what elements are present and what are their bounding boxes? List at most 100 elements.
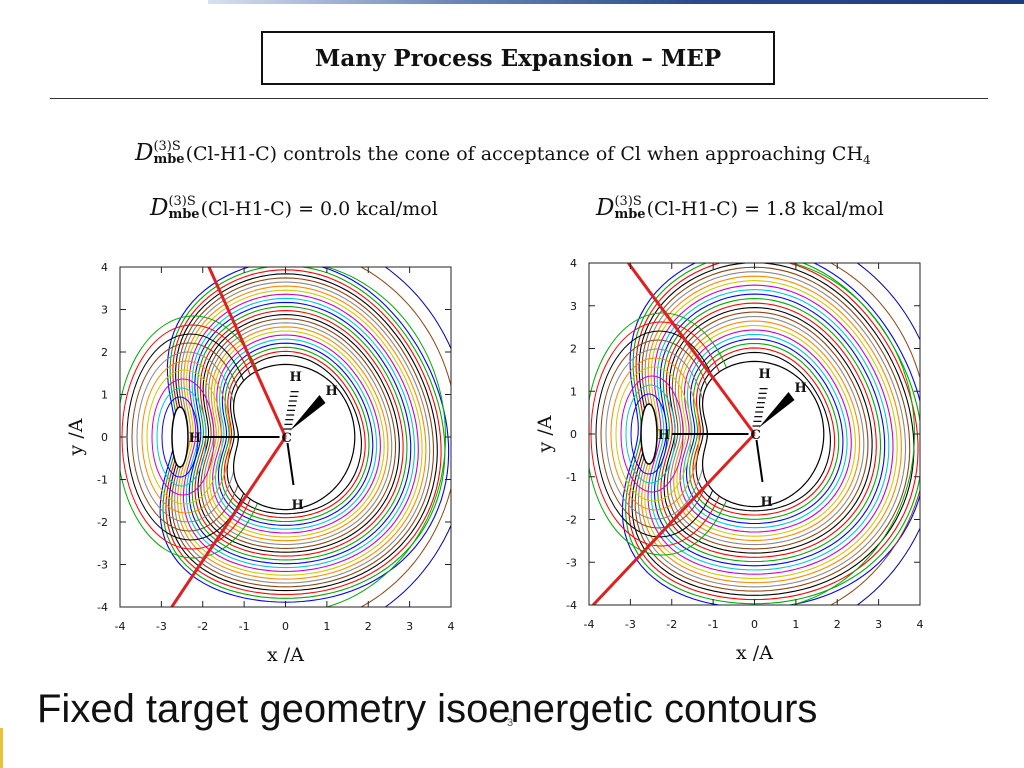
- statement-text: (Cl-H1-C) controls the cone of acceptanc…: [185, 143, 864, 165]
- top-accent-bar: [208, 0, 1024, 4]
- contour-ring: [177, 285, 427, 580]
- title-rule: [50, 98, 988, 99]
- y-tick-label: -3: [566, 556, 577, 569]
- y-axis-title: y /A: [534, 415, 556, 453]
- y-tick-label: -2: [566, 514, 577, 527]
- left-panel-caption: D (3)S mbe (Cl-H1-C) = 0.0 kcal/mol: [150, 195, 438, 223]
- x-tick-label: 1: [792, 618, 799, 631]
- y-tick-label: 4: [570, 257, 577, 270]
- y-tick-label: 2: [101, 346, 108, 359]
- page-number: 3: [507, 717, 514, 729]
- cone-line-lower: [170, 436, 287, 607]
- well-core-contour: [640, 403, 658, 465]
- footer-caption: Fixed target geometry isoenergetic conto…: [37, 687, 818, 731]
- contour-ring: [644, 280, 898, 579]
- contour-ring: [647, 284, 894, 575]
- contour-ring: [182, 293, 419, 572]
- well-contour: [630, 393, 668, 475]
- x-axis-title: x /A: [736, 642, 773, 664]
- x-axis-title: x /A: [267, 644, 304, 666]
- y-tick-label: -4: [97, 601, 108, 614]
- y-tick-label: 0: [101, 431, 108, 444]
- y-tick-label: 2: [570, 343, 577, 356]
- slide-title: Many Process Expansion – MEP: [261, 31, 775, 85]
- left-caption-sub: mbe: [168, 207, 200, 222]
- bond-h-bottom: [755, 439, 764, 483]
- contour-group: [589, 263, 920, 605]
- atom-h-wedge: H: [795, 381, 807, 396]
- statement-d-symbol: D: [135, 140, 154, 166]
- atom-h-top: H: [290, 370, 302, 385]
- statement-sub: mbe: [153, 152, 185, 167]
- x-tick-label: -3: [156, 620, 167, 633]
- y-tick-label: 4: [101, 261, 108, 274]
- y-axis-title: y /A: [65, 418, 87, 456]
- contour-ring: [653, 293, 886, 567]
- atom-c: C: [751, 428, 761, 443]
- x-tick-label: 4: [917, 618, 924, 631]
- atom-c: C: [282, 431, 292, 446]
- right-caption-sub: mbe: [614, 207, 646, 222]
- x-tick-label: 2: [834, 618, 841, 631]
- x-tick-label: 1: [323, 620, 330, 633]
- x-tick-label: 0: [282, 620, 289, 633]
- x-tick-label: 3: [406, 620, 413, 633]
- statement-line: D (3)S mbe (Cl-H1-C) controls the cone of a…: [135, 140, 871, 168]
- left-caption-d-symbol: D: [150, 195, 169, 221]
- side-accent-mark: [0, 728, 3, 768]
- x-tick-label: 0: [751, 618, 758, 631]
- contour-ring: [179, 289, 423, 576]
- x-tick-label: -4: [115, 620, 126, 633]
- outer-contour: [829, 263, 920, 605]
- x-tick-label: -2: [197, 620, 208, 633]
- y-tick-label: 3: [101, 304, 108, 317]
- slide-title-text: Many Process Expansion – MEP: [314, 44, 722, 72]
- atom-h-bottom: H: [292, 498, 304, 513]
- well-contour: [161, 396, 199, 478]
- x-tick-label: 2: [365, 620, 372, 633]
- x-tick-label: -2: [666, 618, 677, 631]
- cone-line-upper: [627, 263, 756, 435]
- atom-h-left: H: [189, 431, 201, 446]
- x-tick-label: -1: [708, 618, 719, 631]
- right-caption-sup: (3)S: [614, 194, 642, 209]
- y-tick-label: -1: [97, 474, 108, 487]
- outer-contour: [384, 267, 451, 607]
- right-caption-text: (Cl-H1-C) = 1.8 kcal/mol: [646, 198, 884, 220]
- y-tick-label: -1: [566, 471, 577, 484]
- y-tick-label: -2: [97, 516, 108, 529]
- y-tick-label: 1: [570, 385, 577, 398]
- x-tick-label: -1: [239, 620, 250, 633]
- well-core-contour: [171, 406, 189, 468]
- right-caption-d-symbol: D: [596, 195, 615, 221]
- x-tick-label: 3: [875, 618, 882, 631]
- y-tick-label: 0: [570, 428, 577, 441]
- outer-contour: [856, 263, 920, 605]
- cone-line-lower: [592, 432, 756, 605]
- left-caption-supsub: (3)S mbe: [168, 195, 199, 221]
- wedge-bond: [758, 392, 795, 428]
- left-caption-text: (Cl-H1-C) = 0.0 kcal/mol: [200, 198, 438, 220]
- right-caption-supsub: (3)S mbe: [614, 195, 645, 221]
- contour-ring: [657, 298, 882, 563]
- x-tick-label: 4: [448, 620, 455, 633]
- right-panel-caption: D (3)S mbe (Cl-H1-C) = 1.8 kcal/mol: [596, 195, 884, 223]
- outer-contour: [359, 267, 451, 607]
- bond-h-bottom: [286, 442, 295, 486]
- atom-h-top: H: [759, 367, 771, 382]
- contour-ring: [188, 301, 412, 565]
- y-tick-label: -4: [566, 599, 577, 612]
- atom-h-wedge: H: [326, 384, 338, 399]
- x-tick-label: -4: [584, 618, 595, 631]
- y-tick-label: 1: [101, 389, 108, 402]
- y-tick-label: 3: [570, 300, 577, 313]
- left-caption-sup: (3)S: [168, 194, 196, 209]
- atom-h-left: H: [658, 428, 670, 443]
- x-tick-label: -3: [625, 618, 636, 631]
- cone-line-upper: [207, 267, 287, 438]
- y-tick-label: -3: [97, 559, 108, 572]
- statement-sup: (3)S: [153, 139, 181, 154]
- contour-ring: [650, 289, 890, 571]
- contour-ring: [621, 263, 920, 605]
